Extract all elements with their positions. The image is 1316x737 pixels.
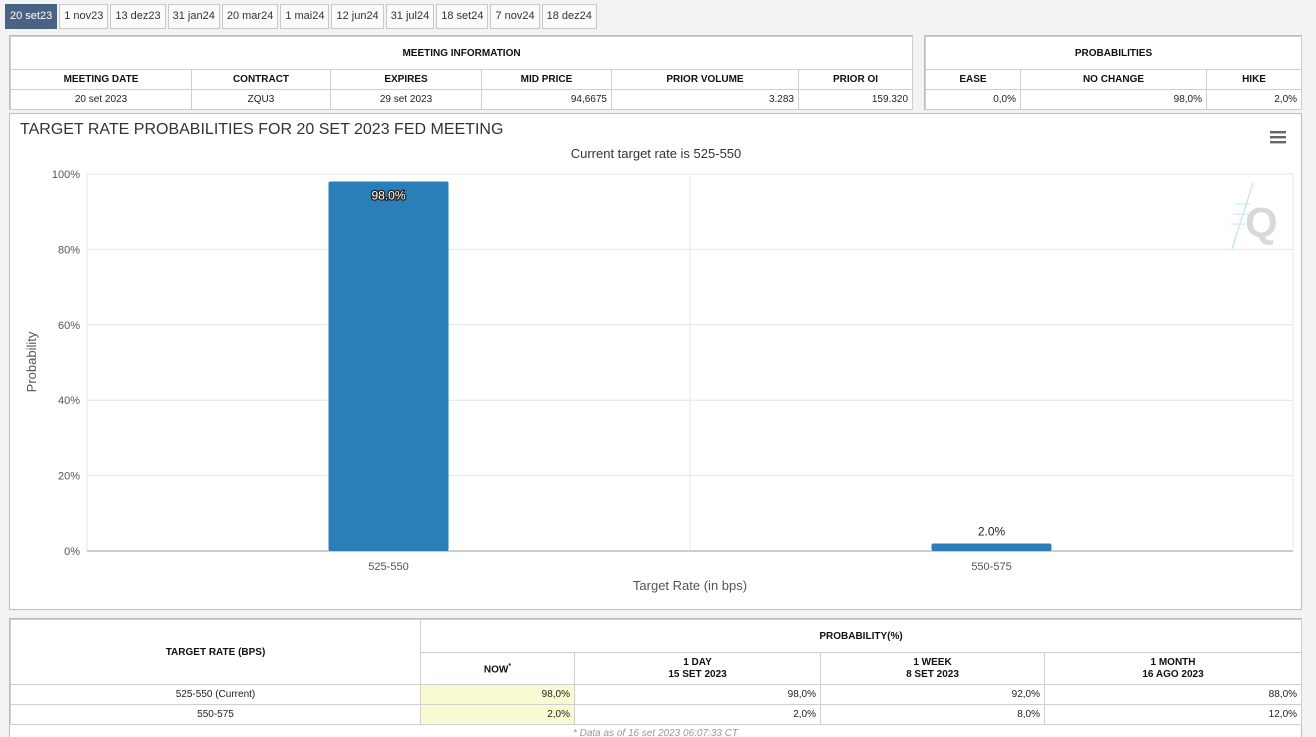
one-month-cell: 12,0% — [1043, 704, 1303, 725]
chart-panel: TARGET RATE PROBABILITIES FOR 20 SET 202… — [9, 113, 1302, 610]
mid-price-header: MID PRICE — [481, 69, 612, 90]
y-tick-label: 20% — [58, 471, 80, 483]
tab-7-nov24[interactable]: 7 nov24 — [490, 4, 540, 29]
tab-31-jan24[interactable]: 31 jan24 — [167, 4, 220, 29]
contract-value: ZQU3 — [191, 89, 331, 110]
x-tick-label: 525-550 — [368, 561, 408, 573]
rate-cell: 550-575 — [10, 704, 421, 725]
q-logo-icon: Q — [1231, 182, 1278, 250]
target-rate-header: TARGET RATE (BPS) — [10, 619, 421, 685]
now-footnote-mark: * — [508, 662, 512, 670]
now-cell: 2,0% — [420, 704, 575, 725]
meeting-tabs: 20 set23 1 nov23 13 dez23 31 jan24 20 mar24 1… — [5, 4, 597, 29]
y-axis-label: Probability — [24, 331, 39, 392]
bar-550-575[interactable] — [931, 543, 1052, 551]
contract-header: CONTRACT — [191, 69, 331, 90]
one-week-header: 1 WEEK 8 SET 2023 — [820, 652, 1045, 685]
tab-12-jun24[interactable]: 12 jun24 — [331, 4, 384, 29]
one-week-date: 8 SET 2023 — [906, 668, 959, 680]
meeting-information-panel: MEETING INFORMATION MEETING DATE CONTRAC… — [9, 35, 914, 110]
target-rate-table-panel: TARGET RATE (BPS) PROBABILITY(%) NOW* 1 … — [9, 618, 1303, 737]
hike-value: 2,0% — [1205, 89, 1303, 110]
tab-18-set24[interactable]: 18 set24 — [436, 4, 489, 29]
one-week-cell: 8,0% — [820, 704, 1045, 725]
tab-1-mai24[interactable]: 1 mai24 — [280, 4, 330, 29]
hike-header: HIKE — [1205, 69, 1303, 90]
y-axis-ticks: 0% 20% 40% 60% 80% 100% — [52, 169, 80, 558]
prior-oi-header: PRIOR OI — [797, 69, 914, 90]
one-month-cell: 88,0% — [1043, 684, 1303, 705]
one-day-cell: 2,0% — [574, 704, 821, 725]
probability-group-header: PROBABILITY(%) — [419, 619, 1303, 653]
bar-value-label: 98.0% — [371, 189, 405, 203]
probabilities-title: PROBABILITIES — [924, 36, 1303, 70]
tab-31-jul24[interactable]: 31 jul24 — [385, 4, 435, 29]
bar-value-label: 2.0% — [978, 524, 1006, 538]
meeting-info-title: MEETING INFORMATION — [9, 36, 914, 70]
svg-text:Q: Q — [1245, 199, 1278, 246]
bar-525-550[interactable] — [328, 181, 449, 551]
y-tick-label: 80% — [58, 244, 80, 256]
x-axis-label: Target Rate (in bps) — [633, 578, 747, 593]
no-change-value: 98,0% — [1020, 89, 1207, 110]
table-row: 550-575 2,0% 2,0% 8,0% 12,0% — [10, 704, 1303, 725]
prior-volume-header: PRIOR VOLUME — [611, 69, 799, 90]
one-day-date: 15 SET 2023 — [668, 668, 727, 680]
ease-value: 0,0% — [925, 89, 1021, 110]
one-month-header: 1 MONTH 16 AGO 2023 — [1043, 652, 1303, 685]
probability-chart: TARGET RATE PROBABILITIES FOR 20 SET 202… — [20, 121, 1294, 593]
one-week-label: 1 WEEK — [913, 656, 952, 668]
y-tick-label: 40% — [58, 395, 80, 407]
one-day-cell: 98,0% — [574, 684, 821, 705]
x-axis-ticks: 525-550 550-575 — [368, 561, 1011, 573]
chart-grid — [86, 173, 1294, 552]
now-cell: 98,0% — [420, 684, 575, 705]
expires-header: EXPIRES — [330, 69, 482, 90]
now-header: NOW* — [420, 652, 575, 685]
one-day-label: 1 DAY — [683, 656, 712, 668]
expires-value: 29 set 2023 — [330, 89, 482, 110]
y-tick-label: 60% — [58, 320, 80, 332]
tab-18-dez24[interactable]: 18 dez24 — [541, 4, 597, 29]
tab-20-set23[interactable]: 20 set23 — [5, 4, 58, 29]
prior-oi-value: 159.320 — [797, 89, 914, 110]
mid-price-value: 94,6675 — [481, 89, 612, 110]
probabilities-panel: PROBABILITIES EASE NO CHANGE HIKE 0,0% 9… — [924, 35, 1303, 110]
chart-title: TARGET RATE PROBABILITIES FOR 20 SET 202… — [20, 121, 503, 138]
tab-20-mar24[interactable]: 20 mar24 — [221, 4, 279, 29]
tab-13-dez23[interactable]: 13 dez23 — [110, 4, 166, 29]
one-month-label: 1 MONTH — [1150, 656, 1196, 668]
hamburger-menu-icon[interactable] — [1268, 129, 1288, 147]
now-label: NOW — [483, 664, 509, 676]
y-tick-label: 0% — [64, 546, 80, 558]
one-week-cell: 92,0% — [820, 684, 1045, 705]
y-tick-label: 100% — [52, 169, 80, 181]
table-row: 525-550 (Current) 98,0% 98,0% 92,0% 88,0… — [10, 684, 1303, 705]
one-day-header: 1 DAY 15 SET 2023 — [574, 652, 821, 685]
ease-header: EASE — [925, 69, 1021, 90]
prior-volume-value: 3.283 — [611, 89, 799, 110]
data-timestamp-footnote: * Data as of 16 set 2023 06:07:33 CT — [572, 728, 739, 737]
meeting-date-value: 20 set 2023 — [10, 89, 192, 110]
meeting-date-header: MEETING DATE — [10, 69, 192, 90]
x-tick-label: 550-575 — [971, 561, 1011, 573]
chart-bars: 98.0% 2.0% — [328, 181, 1052, 551]
chart-subtitle: Current target rate is 525-550 — [571, 146, 742, 161]
one-month-date: 16 AGO 2023 — [1142, 668, 1204, 680]
rate-cell: 525-550 (Current) — [10, 684, 421, 705]
no-change-header: NO CHANGE — [1020, 69, 1207, 90]
tab-1-nov23[interactable]: 1 nov23 — [59, 4, 109, 29]
